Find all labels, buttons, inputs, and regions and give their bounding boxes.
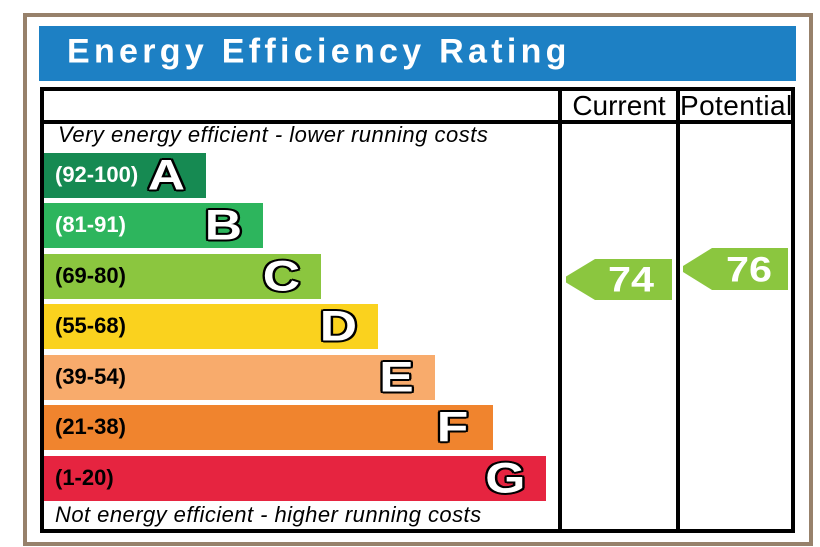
svg-text:74: 74: [608, 261, 655, 300]
svg-text:76: 76: [726, 251, 772, 290]
